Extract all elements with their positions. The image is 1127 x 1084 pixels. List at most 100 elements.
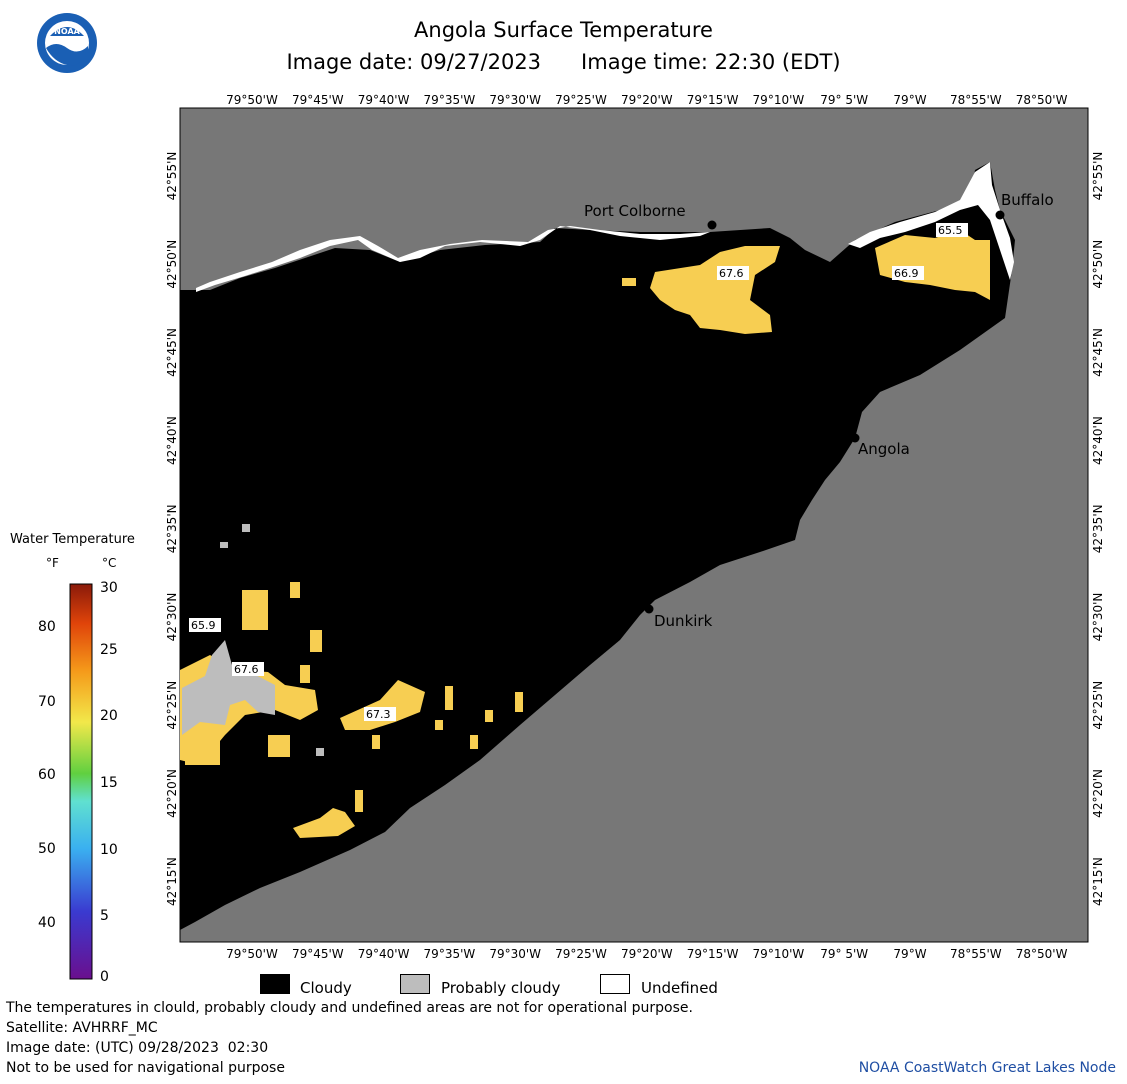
c-tick: 25 (100, 642, 118, 658)
lat-tick-label: 42°35'N (1091, 504, 1105, 553)
latitude-ticks-left: 42°55'N 42°50'N 42°45'N 42°40'N 42°35'N 42°30… (165, 152, 179, 906)
lat-tick-label: 42°20'N (165, 769, 179, 818)
lon-tick-label: 78°55'W (950, 947, 1002, 961)
longitude-ticks-top: 79°50'W 79°45'W 79°40'W 79°35'W 79°30'W 79°25… (226, 93, 1067, 107)
lon-tick-label: 79°20'W (621, 93, 673, 107)
temperature-color-bar (69, 583, 93, 980)
lat-tick-label: 42°55'N (1091, 152, 1105, 201)
credit-label: NOAA CoastWatch Great Lakes Node (858, 1060, 1116, 1076)
lat-tick-label: 42°15'N (165, 857, 179, 906)
lake-cloud-area (180, 162, 1015, 930)
buffalo-label: Buffalo (1001, 191, 1054, 209)
temp-label: 67.6 (234, 663, 259, 676)
lat-tick-label: 42°20'N (1091, 769, 1105, 818)
image-date-label: Image date: 09/27/2023 (286, 50, 542, 74)
lat-tick-label: 42°30'N (1091, 593, 1105, 642)
unit-fahrenheit: °F (46, 556, 59, 570)
lon-tick-label: 79°20'W (621, 947, 673, 961)
temp-label: 67.6 (719, 267, 744, 280)
lat-tick-label: 42°30'N (165, 593, 179, 642)
lon-tick-label: 79°25'W (555, 93, 607, 107)
temp-label: 65.9 (191, 619, 216, 632)
longitude-ticks-bottom: 79°50'W 79°45'W 79°40'W 79°35'W 79°30'W 79°25… (226, 947, 1067, 961)
temp-label: 66.9 (894, 267, 919, 280)
lon-tick-label: 78°55'W (950, 93, 1002, 107)
key-probably-cloudy-swatch (400, 974, 430, 994)
lat-tick-label: 42°50'N (165, 240, 179, 289)
dunkirk-label: Dunkirk (654, 612, 713, 630)
footer-navigation-warning: Not to be used for navigational purpose (6, 1060, 285, 1076)
lat-tick-label: 42°25'N (165, 681, 179, 730)
lat-tick-label: 42°40'N (1091, 416, 1105, 465)
image-datetime: Image date: 09/27/2023 Image time: 22:30 … (0, 50, 1127, 74)
port-colborne-label: Port Colborne (584, 202, 686, 220)
lon-tick-label: 79°35'W (424, 947, 476, 961)
temp-label: 65.5 (938, 224, 963, 237)
c-tick: 15 (100, 775, 118, 791)
angola-dot (850, 433, 860, 443)
buffalo-dot (995, 210, 1005, 220)
lon-tick-label: 78°50'W (1016, 93, 1068, 107)
c-tick: 0 (100, 969, 109, 985)
c-tick: 30 (100, 580, 118, 596)
lon-tick-label: 79°35'W (424, 93, 476, 107)
unit-celsius: °C (102, 556, 117, 570)
lat-tick-label: 42°45'N (1091, 328, 1105, 377)
f-tick: 60 (38, 767, 56, 783)
lon-tick-label: 79°10'W (753, 947, 805, 961)
c-tick: 20 (100, 708, 118, 724)
footer-utc-date: Image date: (UTC) 09/28/2023 02:30 (6, 1040, 269, 1056)
legend-title: Water Temperature (10, 532, 135, 547)
lat-tick-label: 42°55'N (165, 152, 179, 201)
lon-tick-label: 79°W (893, 93, 926, 107)
lon-tick-label: 79°40'W (358, 93, 410, 107)
f-tick: 80 (38, 619, 56, 635)
page-title: Angola Surface Temperature (414, 18, 713, 42)
port-colborne-dot (707, 220, 717, 230)
lon-tick-label: 79°25'W (555, 947, 607, 961)
lon-tick-label: 78°50'W (1016, 947, 1068, 961)
f-tick: 40 (38, 915, 56, 931)
latitude-ticks-right: 42°55'N 42°50'N 42°45'N 42°40'N 42°35'N 42°30… (1091, 152, 1105, 906)
key-cloudy-label: Cloudy (300, 979, 352, 997)
c-tick: 5 (100, 908, 109, 924)
undefined-shore-north (196, 226, 710, 292)
key-probably-cloudy-label: Probably cloudy (441, 979, 561, 997)
dunkirk-dot (644, 604, 654, 614)
temperature-labels: 67.6 65.5 66.9 65.9 67.6 67.3 (189, 223, 968, 721)
lon-tick-label: 79° 5'W (820, 947, 868, 961)
lon-tick-label: 79° 5'W (820, 93, 868, 107)
angola-label: Angola (858, 440, 910, 458)
undefined-shore-east (848, 162, 1014, 280)
lat-tick-label: 42°50'N (1091, 240, 1105, 289)
key-cloudy-swatch (260, 974, 290, 994)
f-tick: 70 (38, 694, 56, 710)
footer-disclaimer: The temperatures in clould, probably clo… (6, 1000, 693, 1016)
lon-tick-label: 79°50'W (226, 947, 278, 961)
lon-tick-label: 79°30'W (489, 93, 541, 107)
lat-tick-label: 42°35'N (165, 504, 179, 553)
c-tick: 10 (100, 842, 118, 858)
temp-label: 67.3 (366, 708, 391, 721)
lon-tick-label: 79°W (893, 947, 926, 961)
lon-tick-label: 79°30'W (489, 947, 541, 961)
noaa-logo: NOAA (37, 13, 97, 73)
logo-text: NOAA (54, 27, 80, 36)
key-undefined-label: Undefined (641, 979, 718, 997)
lon-tick-label: 79°50'W (226, 93, 278, 107)
lat-tick-label: 42°25'N (1091, 681, 1105, 730)
lat-tick-label: 42°15'N (1091, 857, 1105, 906)
f-tick: 50 (38, 841, 56, 857)
lon-tick-label: 79°40'W (358, 947, 410, 961)
footer-satellite: Satellite: AVHRRF_MC (6, 1020, 158, 1036)
lon-tick-label: 79°15'W (687, 947, 739, 961)
lon-tick-label: 79°45'W (292, 947, 344, 961)
probably-cloudy-patches (182, 524, 324, 756)
key-undefined-swatch (600, 974, 630, 994)
lon-tick-label: 79°45'W (292, 93, 344, 107)
image-time-label: Image time: 22:30 (EDT) (581, 50, 841, 74)
lon-tick-label: 79°10'W (753, 93, 805, 107)
lat-tick-label: 42°40'N (165, 416, 179, 465)
lon-tick-label: 79°15'W (687, 93, 739, 107)
